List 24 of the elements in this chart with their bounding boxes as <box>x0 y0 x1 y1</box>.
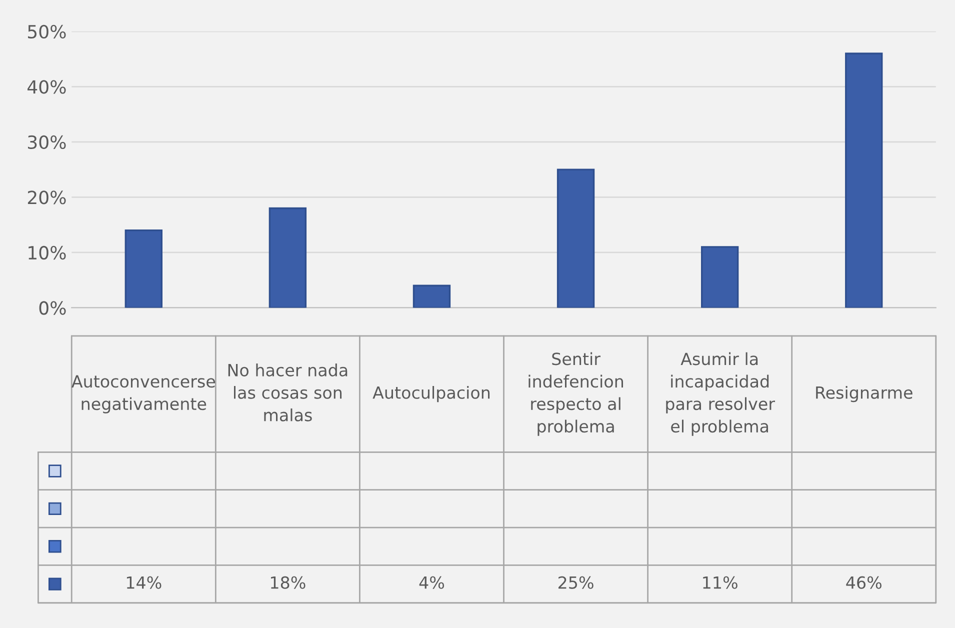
data-label: 14% <box>126 576 162 589</box>
x-tick-label: Resignarme <box>816 386 912 402</box>
x-tick-label: No hacer nada las cosas son malas <box>228 364 348 422</box>
x-tick-label: Autoculpacion <box>372 386 490 402</box>
bar <box>268 207 307 308</box>
data-label: 18% <box>271 576 306 589</box>
y-tick-label: 20% <box>28 190 66 204</box>
y-tick-label: 40% <box>28 80 66 94</box>
data-label: 4% <box>419 576 444 589</box>
data-label: 46% <box>846 576 882 589</box>
bar <box>124 230 162 308</box>
data-label: 25% <box>558 576 594 589</box>
x-tick-label: Sentir indefencion respecto al problema <box>528 352 623 436</box>
bar <box>845 52 883 308</box>
y-tick-label: 0% <box>39 301 66 315</box>
y-tick-label: 50% <box>28 24 66 39</box>
data-label: 11% <box>703 576 738 589</box>
x-tick-label: Autoconvencerse negativamente <box>72 375 216 414</box>
bar <box>412 284 451 308</box>
bar <box>700 246 739 308</box>
bar <box>556 168 595 308</box>
x-tick-label: Asumir la incapacidad para resolver el problema <box>666 352 776 436</box>
y-tick-label: 10% <box>28 246 66 260</box>
y-tick-label: 30% <box>28 135 66 150</box>
